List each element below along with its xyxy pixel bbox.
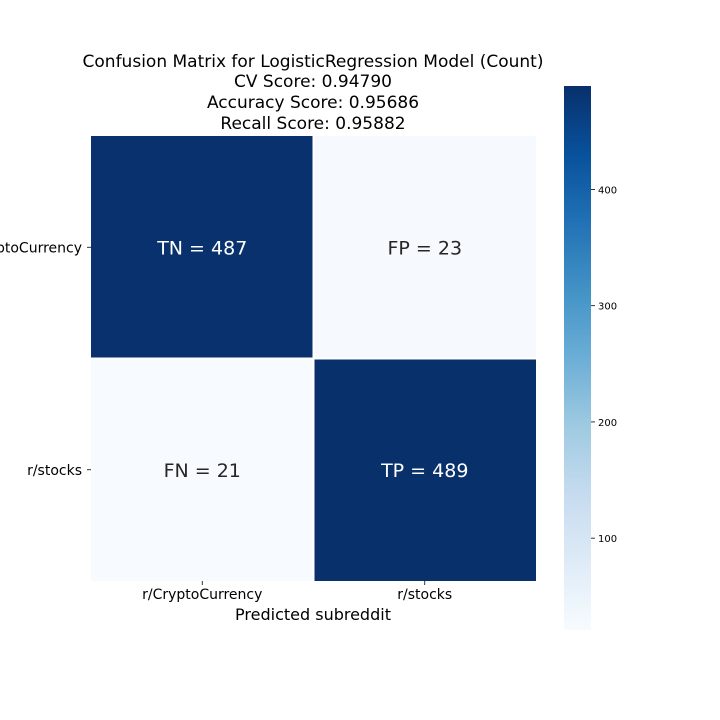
colorbar-tick-label: 100 — [598, 534, 617, 545]
cell-annotation: FP = 23 — [387, 237, 462, 259]
colorbar-ticks: 100 200 300 400 — [591, 185, 617, 545]
heatmap-cells — [91, 136, 536, 581]
colorbar-tick-label: 300 — [598, 302, 617, 313]
y-tick-label: r/CryptoCurrency — [0, 240, 82, 256]
chart-title: Confusion Matrix for LogisticRegression … — [83, 52, 544, 134]
y-tick-label: r/stocks — [27, 463, 82, 479]
title-line-3: Accuracy Score: 0.95686 — [207, 93, 419, 113]
title-line-1: Confusion Matrix for LogisticRegression … — [83, 52, 544, 72]
cell-annotation: TP = 489 — [380, 460, 468, 482]
title-line-4: Recall Score: 0.95882 — [220, 114, 405, 134]
colorbar-tick-label: 200 — [598, 418, 617, 429]
colorbar — [564, 86, 591, 630]
title-line-2: CV Score: 0.94790 — [234, 72, 392, 92]
heatmap-cell — [91, 136, 313, 358]
heatmap-cell — [314, 136, 536, 358]
heatmap-cell — [314, 359, 536, 581]
cell-annotation: TN = 487 — [156, 237, 247, 259]
colorbar-tick-label: 400 — [598, 185, 617, 196]
x-tick-label: r/CryptoCurrency — [142, 587, 262, 603]
x-axis-ticks: r/CryptoCurrency r/stocks — [142, 581, 452, 603]
x-tick-label: r/stocks — [397, 587, 452, 603]
heatmap-cell — [91, 359, 313, 581]
cell-annotation: FN = 21 — [164, 460, 241, 482]
cell-annotations: TN = 487 FP = 23 FN = 21 TP = 489 — [156, 237, 468, 482]
x-axis-label: Predicted subreddit — [235, 605, 391, 624]
y-axis-ticks: r/CryptoCurrency r/stocks — [0, 240, 91, 479]
